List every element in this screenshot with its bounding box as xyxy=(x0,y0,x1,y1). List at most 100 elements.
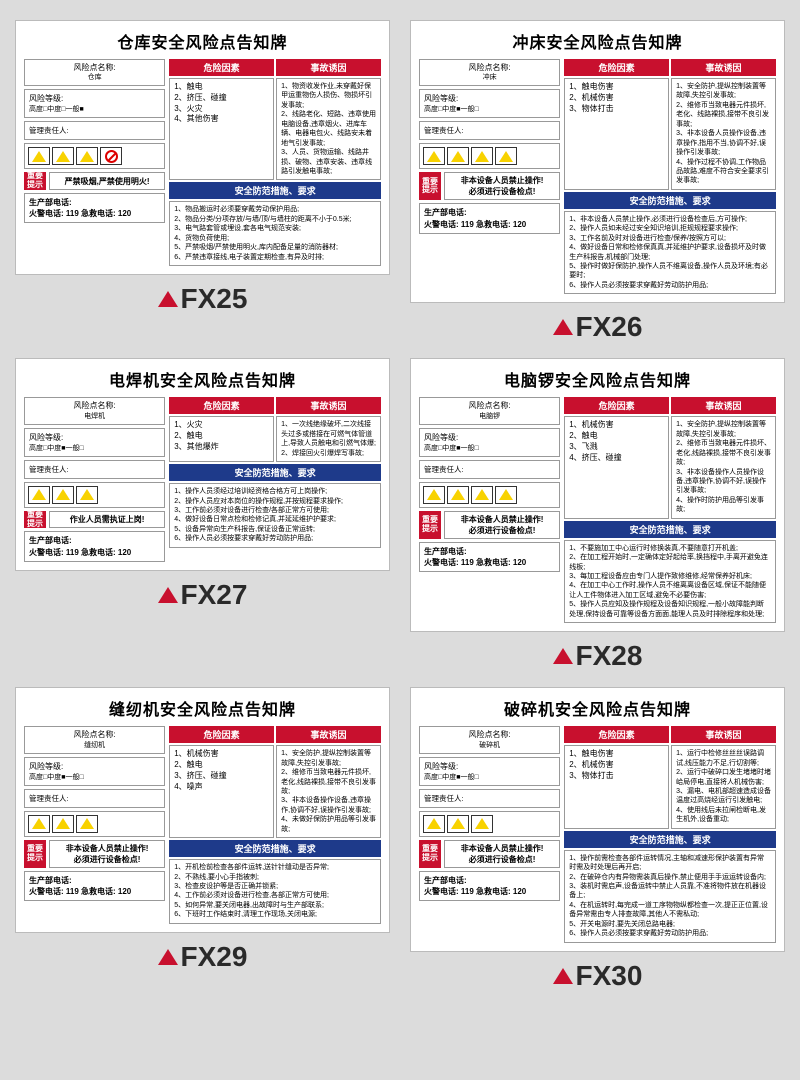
risk-name-box: 风险点名称: 冲床 xyxy=(419,59,560,86)
hazard-list: 1、机械伤害2、触电3、挤压、碰撞4、噪声 xyxy=(169,745,274,838)
forbid-icon xyxy=(100,147,122,165)
manager-box: 管理责任人: xyxy=(419,460,560,479)
measures-header: 安全防范措施、要求 xyxy=(169,464,381,481)
warning-icon xyxy=(28,147,50,165)
warning-icon xyxy=(76,486,98,504)
tips-label: 重要提示 xyxy=(419,840,441,868)
card-title: 破碎机安全风险点告知牌 xyxy=(419,696,776,720)
card-item: 冲床安全风险点告知牌 风险点名称: 冲床 风险等级: 高度□中度■一般□ 管理责… xyxy=(410,20,785,343)
risk-level-box: 风险等级: 高度□中度■一般□ xyxy=(24,428,165,457)
risk-name-box: 风险点名称: 破碎机 xyxy=(419,726,560,753)
hazard-list: 1、机械伤害2、触电3、飞溅4、挤压、碰撞 xyxy=(564,416,669,518)
warning-icons-row xyxy=(24,143,165,169)
safety-card: 缝纫机安全风险点告知牌 风险点名称: 缝纫机 风险等级: 高度□中度■一般□ 管… xyxy=(15,687,390,933)
tips-content: 作业人员需执证上岗! xyxy=(49,511,165,529)
risk-name-box: 风险点名称: 电焊机 xyxy=(24,397,165,424)
warning-icon xyxy=(76,815,98,833)
risk-level-box: 风险等级: 高度□中度■一般□ xyxy=(419,89,560,118)
product-code: FX30 xyxy=(553,960,643,992)
risk-level-box: 风险等级: 高度□中度■一般□ xyxy=(24,757,165,786)
phone-box: 生产部电话: 火警电话: 119 急救电话: 120 xyxy=(419,203,560,233)
risk-level-box: 风险等级: 高度□中度■一般□ xyxy=(419,428,560,457)
card-item: 电脑锣安全风险点告知牌 风险点名称: 电脑锣 风险等级: 高度□中度■一般□ 管… xyxy=(410,358,785,672)
tips-row: 重要提示 非本设备人员禁止操作!必须进行设备检点! xyxy=(24,840,165,868)
cause-list: 1、安全防护,提纵控制装置等故障,失控引发事故;2、维修币当致电器元件损坏,老化… xyxy=(671,78,776,190)
measures-header: 安全防范措施、要求 xyxy=(564,521,776,538)
cause-list: 1、运行中检修丝丝丝误路调试,线压能力不足,行切割等;2、运行中破碎口发生堵堵时… xyxy=(671,745,776,829)
manager-box: 管理责任人: xyxy=(419,121,560,140)
hazard-header: 危险因素 xyxy=(169,59,274,76)
measures-list: 1、不要施加工中心运行时修换装真,不要随意打开机盖;2、在加工程开始时,一定确体… xyxy=(564,540,776,624)
measures-header: 安全防范措施、要求 xyxy=(169,840,381,857)
hazard-header: 危险因素 xyxy=(564,397,669,414)
warning-icons-row xyxy=(24,482,165,508)
warning-icon xyxy=(423,147,445,165)
tips-label: 重要提示 xyxy=(24,511,46,529)
warning-icon xyxy=(52,815,74,833)
cause-header: 事故诱因 xyxy=(671,397,776,414)
tips-label: 重要提示 xyxy=(419,172,441,200)
product-code: FX28 xyxy=(553,640,643,672)
product-code: FX26 xyxy=(553,311,643,343)
warning-icon xyxy=(28,815,50,833)
cause-list: 1、物资收发作业,未穿戴好保甲运重物伤人损伤、物损坏引发事故;2、线路老化、短路… xyxy=(276,78,381,180)
cause-list: 1、安全防护,提纵控制装置等故障,失控引发事故;2、维修币当致电器元件损坏、老化… xyxy=(671,416,776,518)
safety-card: 冲床安全风险点告知牌 风险点名称: 冲床 风险等级: 高度□中度■一般□ 管理责… xyxy=(410,20,785,303)
measures-list: 1、操作前需检查各部件运转情况,主轴和减速形保护装置有异常时需及时处理后再开启;… xyxy=(564,850,776,943)
tips-content: 非本设备人员禁止操作!必须进行设备检点! xyxy=(444,511,560,539)
tips-label: 重要提示 xyxy=(24,172,46,190)
warning-icon xyxy=(76,147,98,165)
tips-content: 非本设备人员禁止操作!必须进行设备检点! xyxy=(444,172,560,200)
cause-list: 1、一次线绝缘破坏,二次线接头过多或搭接在可燃气体管道上,导致人员触电和引燃气体… xyxy=(276,416,381,462)
tips-content: 严禁吸烟,严禁使用明火! xyxy=(49,172,165,190)
tips-row: 重要提示 非本设备人员禁止操作!必须进行设备检点! xyxy=(419,840,560,868)
warning-icon xyxy=(471,815,493,833)
hazard-list: 1、触电伤害2、机械伤害3、物体打击 xyxy=(564,78,669,190)
tips-row: 重要提示 严禁吸烟,严禁使用明火! xyxy=(24,172,165,190)
tips-row: 重要提示 非本设备人员禁止操作!必须进行设备检点! xyxy=(419,172,560,200)
risk-level-box: 风险等级: 高度□中度□一般■ xyxy=(24,89,165,118)
manager-box: 管理责任人: xyxy=(24,789,165,808)
tips-content: 非本设备人员禁止操作!必须进行设备检点! xyxy=(49,840,165,868)
cause-header: 事故诱因 xyxy=(276,59,381,76)
hazard-header: 危险因素 xyxy=(169,726,274,743)
hazard-list: 1、触电伤害2、机械伤害3、物体打击 xyxy=(564,745,669,829)
arrow-icon xyxy=(158,949,178,965)
warning-icon xyxy=(447,815,469,833)
card-item: 电焊机安全风险点告知牌 风险点名称: 电焊机 风险等级: 高度□中度■一般□ 管… xyxy=(15,358,390,672)
arrow-icon xyxy=(553,968,573,984)
warning-icon xyxy=(471,486,493,504)
warning-icon xyxy=(495,147,517,165)
safety-card: 仓库安全风险点告知牌 风险点名称: 仓库 风险等级: 高度□中度□一般■ 管理责… xyxy=(15,20,390,275)
safety-card: 电脑锣安全风险点告知牌 风险点名称: 电脑锣 风险等级: 高度□中度■一般□ 管… xyxy=(410,358,785,632)
arrow-icon xyxy=(553,648,573,664)
card-item: 缝纫机安全风险点告知牌 风险点名称: 缝纫机 风险等级: 高度□中度■一般□ 管… xyxy=(15,687,390,991)
phone-box: 生产部电话: 火警电话: 119 急救电话: 120 xyxy=(419,871,560,901)
cause-list: 1、安全防护,提纵控制装置等故障,失控引发事故;2、维修币当致电器元件损坏,老化… xyxy=(276,745,381,838)
card-title: 电脑锣安全风险点告知牌 xyxy=(419,367,776,391)
warning-icon xyxy=(423,486,445,504)
warning-icon xyxy=(471,147,493,165)
warning-icon xyxy=(52,147,74,165)
arrow-icon xyxy=(158,587,178,603)
hazard-header: 危险因素 xyxy=(564,59,669,76)
warning-icons-row xyxy=(419,811,560,837)
manager-box: 管理责任人: xyxy=(24,460,165,479)
cause-header: 事故诱因 xyxy=(276,726,381,743)
tips-label: 重要提示 xyxy=(419,511,441,539)
measures-list: 1、操作人员须经过培训经资格合格方可上岗操作;2、操作人员应对本岗位的操作规程,… xyxy=(169,483,381,548)
warning-icon xyxy=(495,486,517,504)
tips-row: 重要提示 作业人员需执证上岗! xyxy=(24,511,165,529)
warning-icons-row xyxy=(419,482,560,508)
safety-card: 电焊机安全风险点告知牌 风险点名称: 电焊机 风险等级: 高度□中度■一般□ 管… xyxy=(15,358,390,570)
arrow-icon xyxy=(158,291,178,307)
hazard-header: 危险因素 xyxy=(169,397,274,414)
phone-box: 生产部电话: 火警电话: 119 急救电话: 120 xyxy=(419,542,560,572)
product-code: FX25 xyxy=(158,283,248,315)
risk-name-box: 风险点名称: 仓库 xyxy=(24,59,165,86)
cause-header: 事故诱因 xyxy=(276,397,381,414)
phone-box: 生产部电话: 火警电话: 119 急救电话: 120 xyxy=(24,871,165,901)
warning-icon xyxy=(447,147,469,165)
warning-icons-row xyxy=(419,143,560,169)
measures-header: 安全防范措施、要求 xyxy=(564,192,776,209)
